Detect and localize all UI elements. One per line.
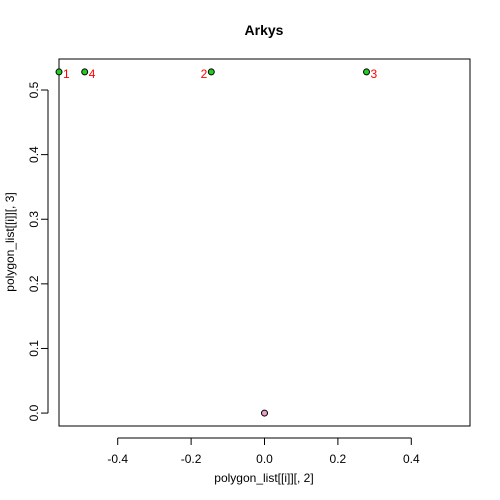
x-tick-label: 0.0 — [256, 452, 273, 466]
x-axis: -0.4 -0.2 0.0 0.2 0.4 — [107, 437, 420, 466]
y-tick-label: 0.0 — [27, 404, 41, 421]
x-tick-label: -0.2 — [181, 452, 202, 466]
data-point — [55, 68, 63, 76]
y-axis: 0.0 0.1 0.2 0.3 0.4 0.5 — [27, 81, 49, 421]
x-tick-label: 0.4 — [403, 452, 420, 466]
y-tick-label: 0.1 — [27, 340, 41, 357]
y-tick-label: 0.3 — [27, 211, 41, 228]
data-point — [363, 68, 371, 76]
data-points: 1 2 3 4 — [55, 67, 378, 417]
y-axis-label: polygon_list[[i]][, 3] — [3, 192, 17, 291]
x-axis-label: polygon_list[[i]][, 2] — [214, 471, 313, 485]
data-point — [261, 409, 268, 417]
y-tick-label: 0.5 — [27, 81, 41, 98]
chart-title: Arkys — [245, 22, 284, 38]
point-label: 2 — [201, 67, 208, 81]
y-tick-label: 0.4 — [27, 146, 41, 163]
x-tick-label: 0.2 — [330, 452, 347, 466]
point-label: 3 — [371, 67, 378, 81]
point-label: 1 — [63, 67, 70, 81]
point-label: 4 — [89, 67, 96, 81]
data-point — [207, 68, 215, 76]
data-point — [81, 68, 89, 76]
x-tick-label: -0.4 — [107, 452, 128, 466]
plot-frame — [58, 58, 471, 427]
y-tick-label: 0.2 — [27, 275, 41, 292]
